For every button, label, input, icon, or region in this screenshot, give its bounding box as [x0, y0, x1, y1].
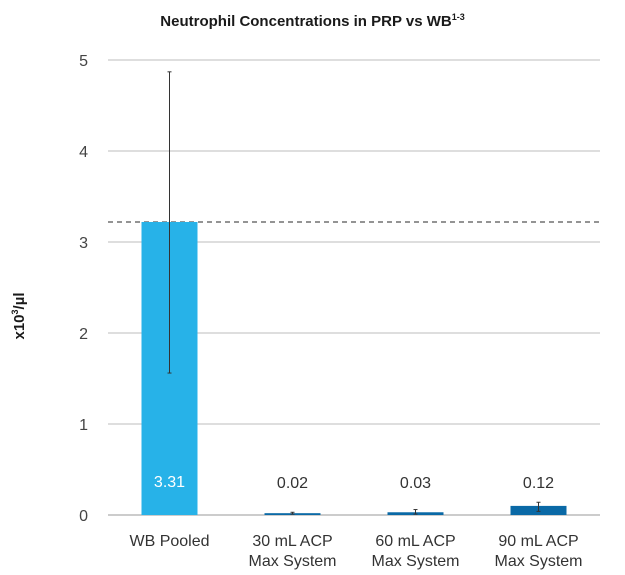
data-label: 3.31: [154, 474, 185, 491]
data-label: 0.12: [523, 475, 554, 492]
data-label: 0.02: [277, 475, 308, 492]
y-tick-label: 2: [79, 326, 88, 343]
x-tick-label: 30 mL ACP: [252, 533, 332, 550]
data-label: 0.03: [400, 475, 431, 492]
x-tick-label: Max System: [371, 553, 459, 570]
title-superscript: 1-3: [451, 12, 465, 22]
x-tick-label: WB Pooled: [129, 533, 209, 550]
x-tick-label: Max System: [494, 553, 582, 570]
y-tick-label: 1: [79, 417, 88, 434]
y-tick-label: 0: [79, 508, 88, 525]
x-tick-label: 60 mL ACP: [375, 533, 455, 550]
y-tick-label: 3: [79, 235, 88, 252]
y-tick-label: 5: [79, 53, 88, 70]
y-tick-label: 4: [79, 144, 88, 161]
chart-title: Neutrophil Concentrations in PRP vs WB1-…: [160, 12, 465, 30]
x-tick-label: 90 mL ACP: [498, 533, 578, 550]
x-tick-label: Max System: [248, 553, 336, 570]
